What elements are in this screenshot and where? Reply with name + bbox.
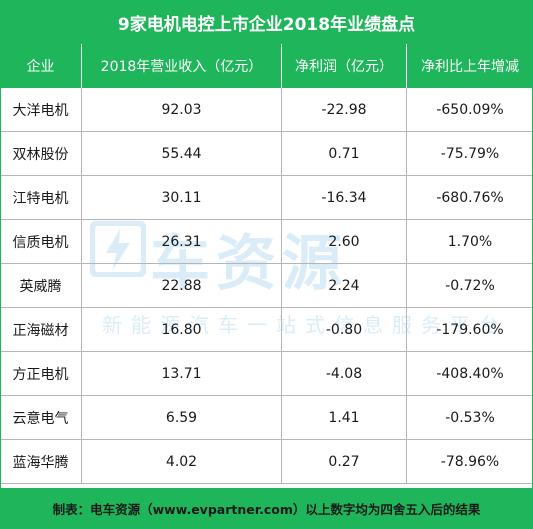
cell-net-profit: 0.71 — [282, 132, 407, 175]
header-profit-change: 净利比上年增减 — [421, 59, 519, 75]
table-row: 大洋电机 92.03 -22.98 -650.09% — [0, 88, 533, 132]
header-revenue: 2018年营业收入（亿元） — [82, 44, 282, 88]
table-row: 英威腾 22.88 2.24 -0.72% — [0, 264, 533, 308]
cell-net-profit: 0.27 — [282, 440, 407, 483]
cell-revenue: 22.88 — [82, 264, 282, 307]
cell-profit-change: -179.60% — [436, 321, 504, 338]
cell-net-profit: -22.98 — [282, 88, 407, 131]
table-row: 江特电机 30.11 -16.34 -680.76% — [0, 176, 533, 220]
table-footer: 制表：电车资源（www.evpartner.com）以上数字均为四舍五入后的结果 — [0, 488, 533, 529]
cell-revenue: 6.59 — [82, 396, 282, 439]
cell-revenue: 13.71 — [82, 352, 282, 395]
cell-profit-change: -78.96% — [440, 453, 500, 470]
cell-profit-change: -408.40% — [436, 365, 504, 382]
table-row: 方正电机 13.71 -4.08 -408.40% — [0, 352, 533, 396]
cell-revenue: 16.80 — [82, 308, 282, 351]
cell-net-profit: -0.80 — [282, 308, 407, 351]
table-row: 正海磁材 16.80 -0.80 -179.60% — [0, 308, 533, 352]
cell-company: 信质电机 — [0, 220, 82, 263]
cell-net-profit: -16.34 — [282, 176, 407, 219]
table-row: 信质电机 26.31 2.60 1.70% — [0, 220, 533, 264]
table-row: 双林股份 55.44 0.71 -75.79% — [0, 132, 533, 176]
cell-company: 江特电机 — [0, 176, 82, 219]
header-net-profit: 净利润（亿元） — [282, 44, 407, 88]
cell-company: 正海磁材 — [0, 308, 82, 351]
cell-profit-change: -0.53% — [445, 409, 495, 426]
table-row: 云意电气 6.59 1.41 -0.53% — [0, 396, 533, 440]
cell-company: 双林股份 — [0, 132, 82, 175]
cell-profit-change: -75.79% — [440, 145, 500, 162]
cell-net-profit: 2.60 — [282, 220, 407, 263]
cell-profit-change: -0.72% — [445, 277, 495, 294]
header-company: 企业 — [0, 44, 82, 88]
cell-net-profit: 2.24 — [282, 264, 407, 307]
cell-revenue: 26.31 — [82, 220, 282, 263]
cell-revenue: 55.44 — [82, 132, 282, 175]
table-body: 大洋电机 92.03 -22.98 -650.09% 双林股份 55.44 0.71 -75.… — [0, 88, 533, 488]
cell-revenue: 30.11 — [82, 176, 282, 219]
cell-company: 蓝海华腾 — [0, 440, 82, 483]
table-header-row: 企业 2018年营业收入（亿元） 净利润（亿元） 净利比上年增减 — [0, 44, 533, 88]
cell-company: 云意电气 — [0, 396, 82, 439]
cell-profit-change: 1.70% — [447, 233, 493, 250]
cell-profit-change: -680.76% — [436, 189, 504, 206]
cell-profit-change: -650.09% — [436, 101, 504, 118]
cell-net-profit: 1.41 — [282, 396, 407, 439]
cell-company: 方正电机 — [0, 352, 82, 395]
cell-revenue: 4.02 — [82, 440, 282, 483]
cell-net-profit: -4.08 — [282, 352, 407, 395]
table-title: 9家电机电控上市企业2018年业绩盘点 — [0, 0, 533, 44]
cell-company: 英威腾 — [0, 264, 82, 307]
table-row: 蓝海华腾 4.02 0.27 -78.96% — [0, 440, 533, 484]
cell-company: 大洋电机 — [0, 88, 82, 131]
cell-revenue: 92.03 — [82, 88, 282, 131]
